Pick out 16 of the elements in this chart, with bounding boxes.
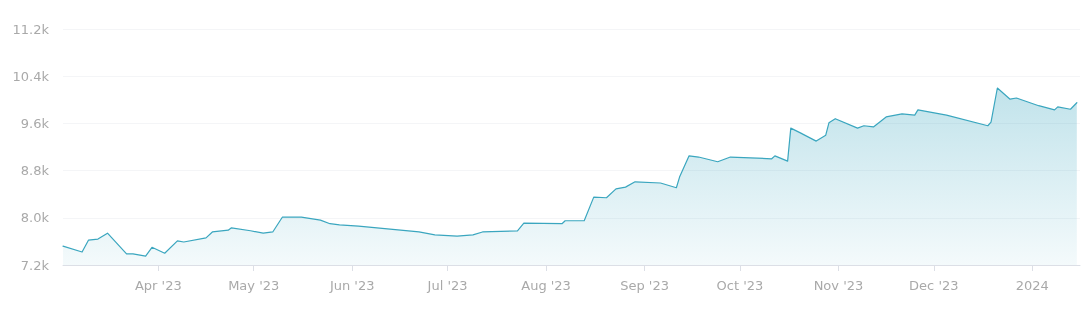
x-tick-label: Oct '23 [716,278,764,293]
x-tick-label: Jun '23 [328,278,375,293]
x-tick-label: 2024 [1015,278,1049,293]
y-tick-label: 10.4k [12,68,50,84]
y-tick-label: 7.2k [20,257,50,273]
x-tick-label: May '23 [228,278,280,293]
y-tick-label: 8.0k [20,210,50,226]
y-tick-label: 9.6k [20,115,50,131]
y-tick-label: 11.2k [12,21,50,37]
x-tick-label: Jul '23 [426,278,468,293]
x-tick-label: Sep '23 [620,278,669,293]
y-tick-label: 8.8k [20,163,50,179]
x-tick-label: Apr '23 [134,278,182,293]
x-tick-label: Dec '23 [909,278,959,293]
x-tick-label: Aug '23 [521,278,571,293]
x-tick-label: Nov '23 [813,278,864,293]
